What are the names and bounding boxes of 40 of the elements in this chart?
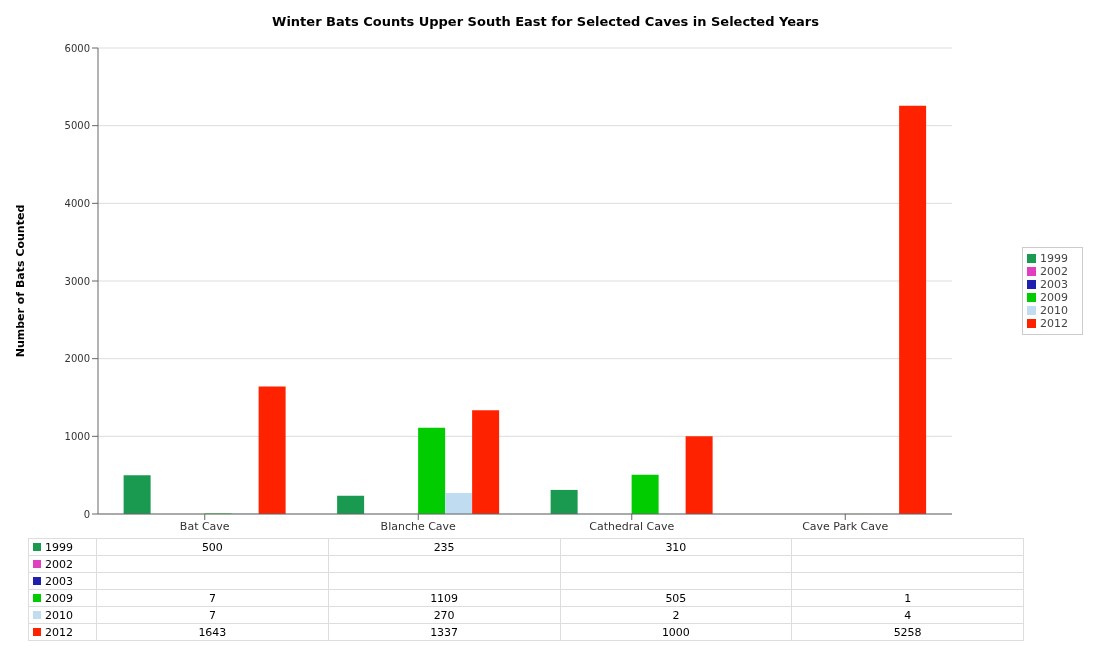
y-tick-label: 3000	[64, 275, 90, 287]
y-tick-label: 0	[83, 508, 90, 520]
text: 2009	[1040, 290, 1068, 304]
y-tick-label: 2000	[64, 353, 90, 365]
data-label: 235	[328, 538, 560, 556]
x-tick-label: Cave Park Cave	[802, 519, 889, 533]
x-tick-label: Bat Cave	[179, 519, 230, 533]
legend-label: 2012	[1040, 316, 1068, 330]
data-label: 1643	[96, 623, 329, 641]
data-label: 1109	[328, 589, 560, 607]
text: 1999	[1040, 251, 1068, 265]
x-tick-label: Blanche Cave	[380, 519, 457, 533]
legend-label: 1999	[28, 538, 97, 556]
y-tick-label: 4000	[64, 197, 90, 209]
data-label: 1	[791, 589, 1024, 607]
legend-label: 2009	[28, 589, 97, 607]
data-label: 7	[96, 606, 329, 624]
data-label: 7	[96, 589, 329, 607]
legend-label: 2010	[28, 606, 97, 624]
text: 2002	[45, 557, 73, 571]
data-label: 500	[96, 538, 329, 556]
data-label: 2	[560, 606, 792, 624]
data-label: 505	[560, 589, 792, 607]
text: 2010	[1040, 303, 1068, 317]
y-tick-label: 6000	[64, 42, 90, 54]
legend-label: 2003	[1040, 277, 1068, 291]
legend-label: 2002	[1040, 264, 1068, 278]
text: 2012	[45, 625, 73, 639]
data-label: 1337	[328, 623, 560, 641]
data-label: 4	[791, 606, 1024, 624]
y-tick-label: 1000	[64, 430, 90, 442]
data-label: 270	[328, 606, 560, 624]
text: 2003	[45, 574, 73, 588]
data-label: 1000	[560, 623, 792, 641]
data-label: 310	[560, 538, 792, 556]
x-tick-label: Cathedral Cave	[589, 519, 675, 533]
data-label: 5258	[791, 623, 1024, 641]
y-axis-title: Number of Bats Counted	[13, 204, 27, 358]
y-tick-label: 5000	[64, 120, 90, 132]
chart-title: Winter Bats Counts Upper South East for Selected Caves in Selected Years	[271, 14, 820, 29]
